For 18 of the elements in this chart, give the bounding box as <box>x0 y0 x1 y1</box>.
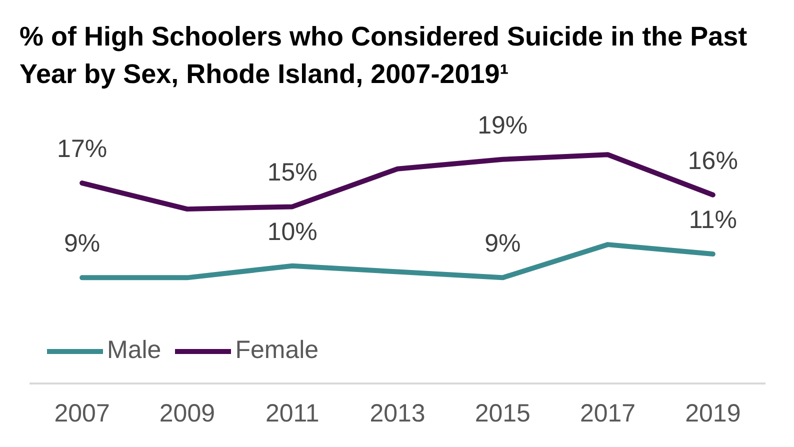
data-label: 15% <box>267 158 318 187</box>
legend-label: Female <box>235 336 319 365</box>
x-tick-label: 2015 <box>474 400 530 428</box>
data-label: 9% <box>484 230 521 258</box>
data-label: 17% <box>57 135 108 164</box>
data-label: 16% <box>688 146 738 175</box>
data-label: 9% <box>64 230 100 258</box>
data-label: 11% <box>688 206 738 234</box>
x-tick-label: 2013 <box>370 400 426 428</box>
x-tick-label: 2007 <box>54 400 110 428</box>
x-tick-label: 2017 <box>580 400 636 428</box>
data-label: 19% <box>478 111 528 140</box>
x-tick-label: 2011 <box>265 400 320 428</box>
legend-label: Male <box>107 336 162 365</box>
x-tick-label: 2019 <box>685 400 741 428</box>
chart-title: % of High Schoolers who Considered Suicide in the Past Year by Sex, Rhode Island, 2007-2019¹ <box>20 22 748 89</box>
data-label: 10% <box>267 218 318 246</box>
x-tick-label: 2009 <box>159 400 216 428</box>
